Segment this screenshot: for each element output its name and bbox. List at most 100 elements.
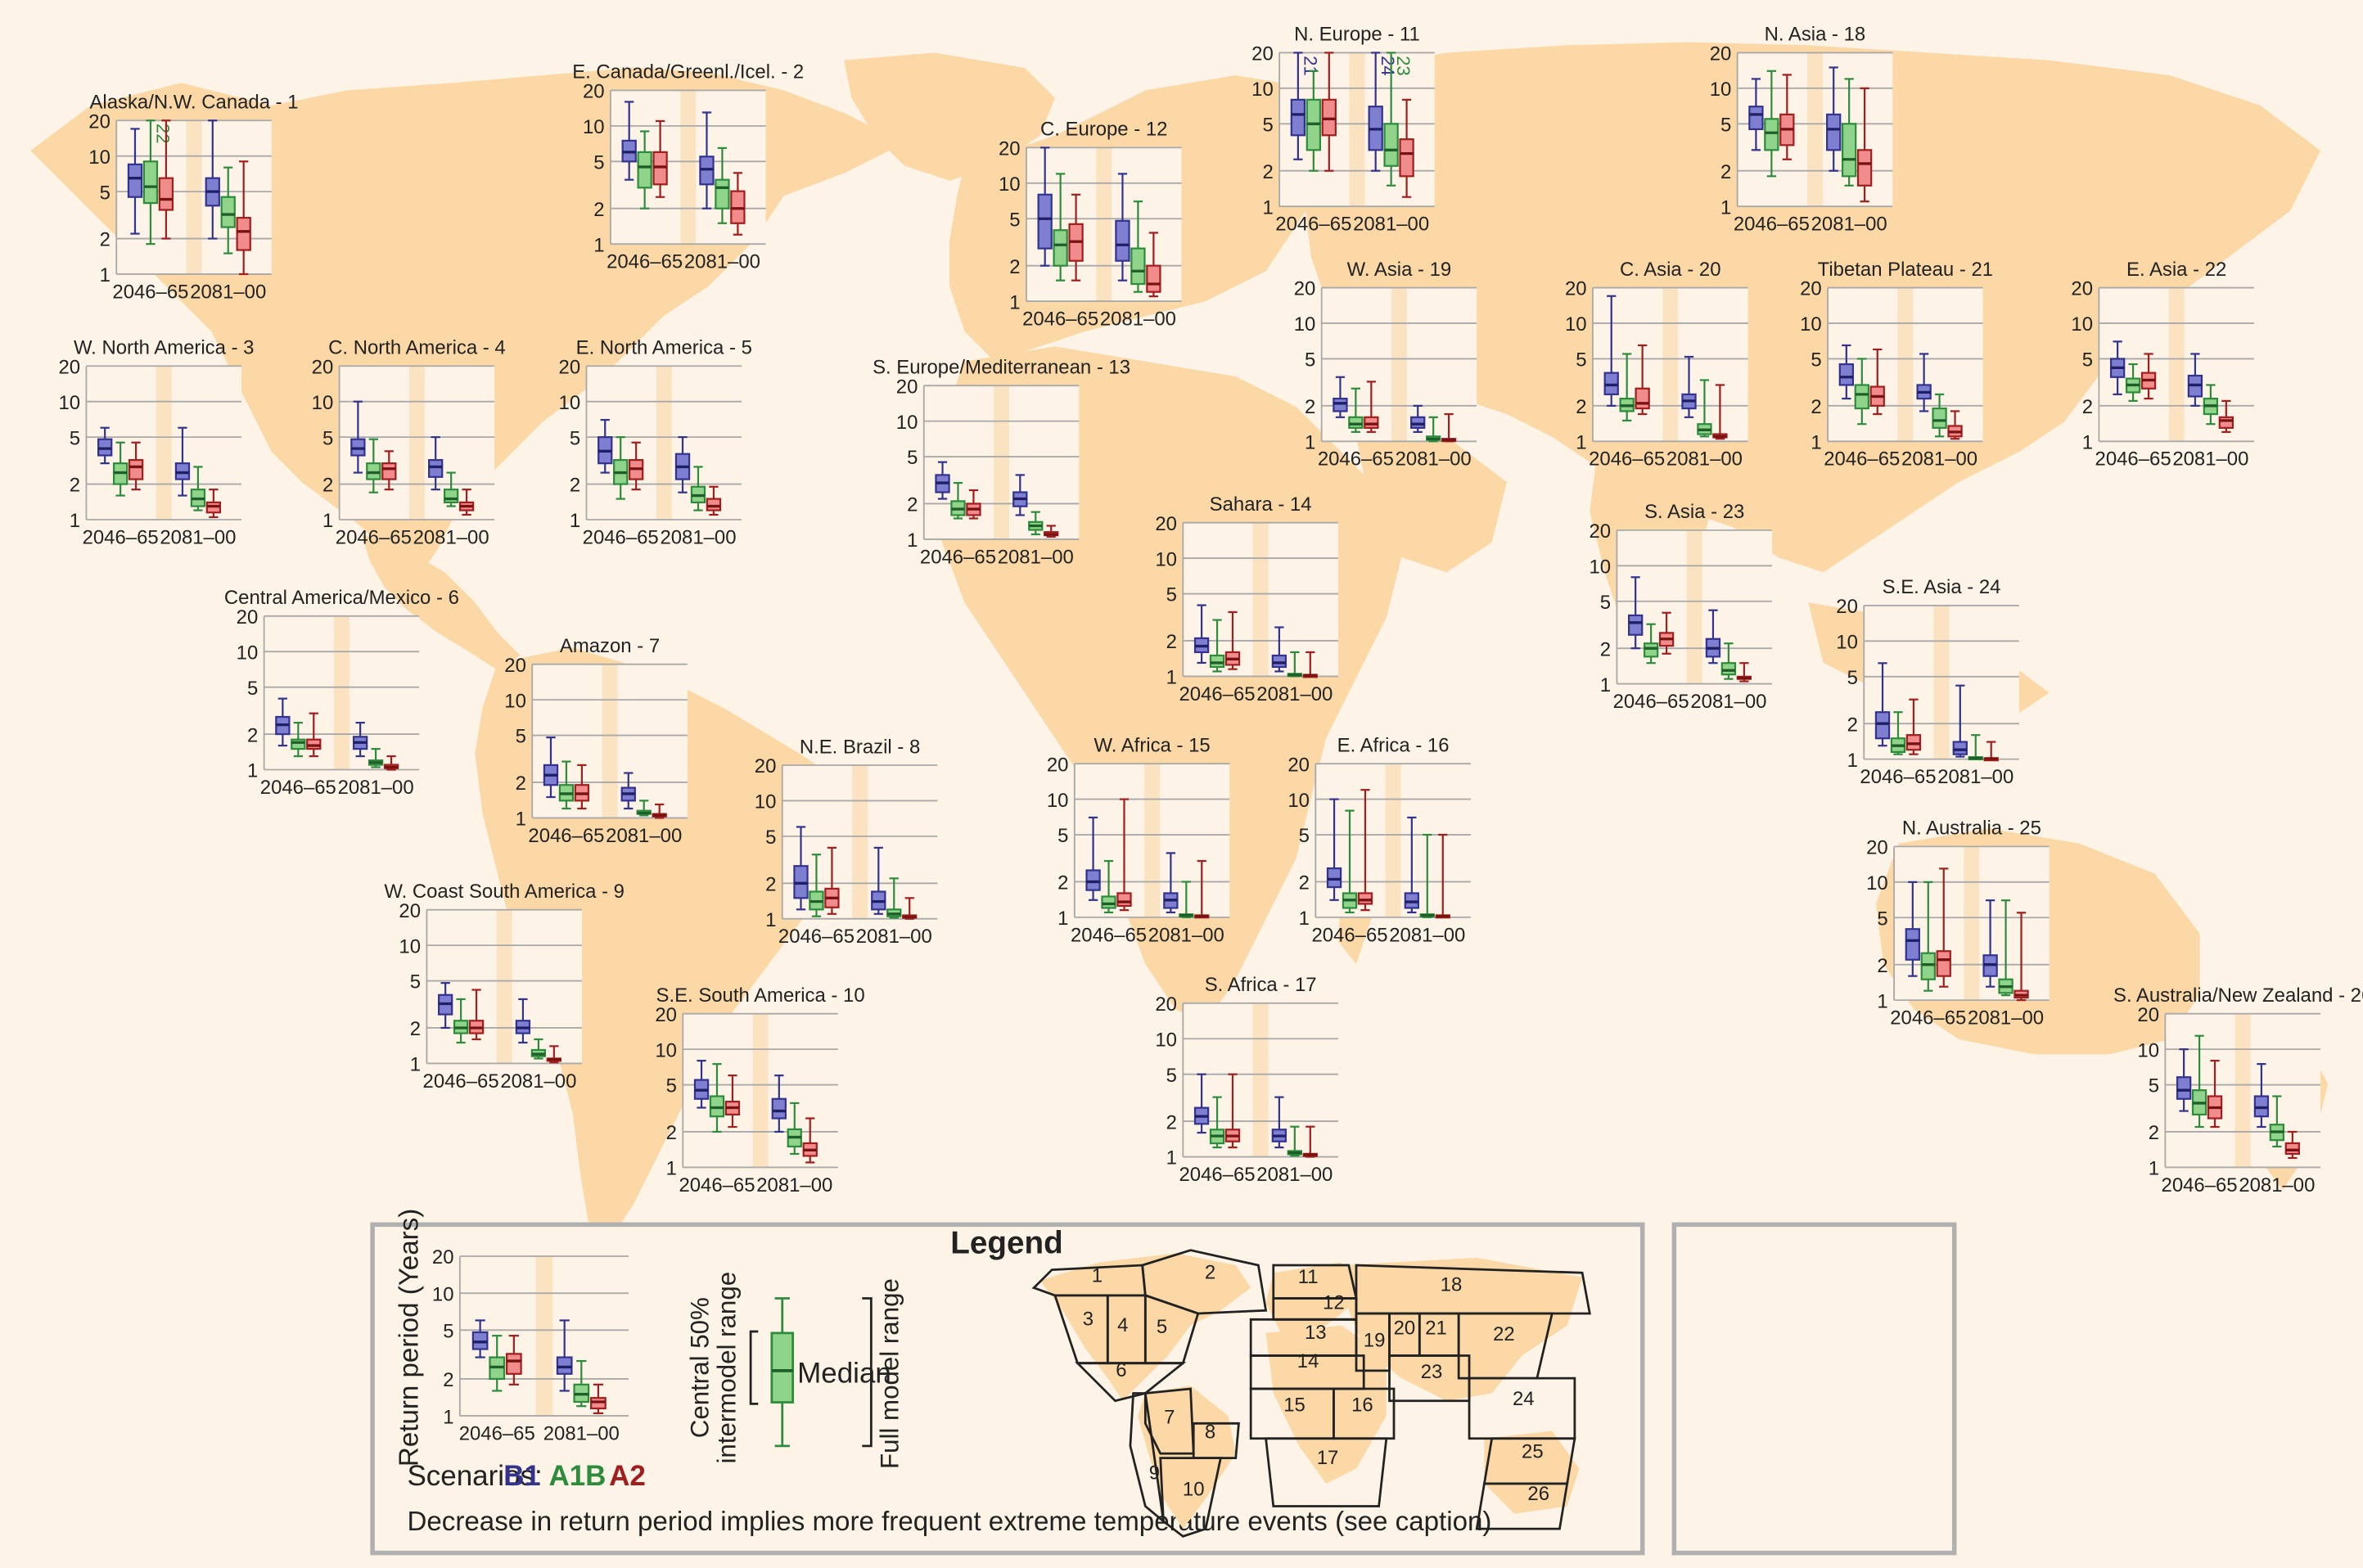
iqr-box <box>428 458 444 478</box>
y-tick-label: 10 <box>1287 790 1310 812</box>
region-number-12: 12 <box>1323 1291 1345 1313</box>
x-period-label: 2081–00 <box>1256 683 1333 705</box>
chart-title: C. Asia - 20 <box>1620 259 1721 281</box>
box-204665-b1 <box>97 426 113 465</box>
iqr-box <box>1854 384 1869 410</box>
legend-scenario-a1b: A1B <box>548 1460 606 1492</box>
period-separator-band <box>1252 522 1269 677</box>
box-208100-a2 <box>730 172 746 236</box>
box-204665-a1b <box>2191 1034 2207 1129</box>
box-208100-a1b <box>690 466 706 511</box>
box-208100-a2 <box>1736 662 1752 683</box>
box-204665-a2 <box>966 489 981 520</box>
y-tick-label: 20 <box>399 900 421 922</box>
legend-sample-chart: 1 2 5 10 20 2046–65 2081–00 <box>432 1246 629 1445</box>
y-tick-label: 10 <box>312 392 334 414</box>
box-208100-b1 <box>620 772 636 810</box>
iqr-box <box>1856 149 1873 187</box>
box-208100-b1 <box>1404 816 1420 914</box>
box-208100-a1b <box>1998 899 2014 997</box>
x-period-label: 2046–65 <box>607 251 683 273</box>
box-208100-b1 <box>1163 852 1179 914</box>
iqr-box <box>174 462 191 480</box>
box-204665-a2 <box>1357 789 1373 912</box>
y-tick-label: 2 <box>410 1018 421 1040</box>
box-204665-a1b <box>1764 70 1779 178</box>
box-204665-b1 <box>2109 340 2126 395</box>
y-tick-label: 20 <box>1294 278 1316 300</box>
box-208100-b1 <box>428 436 444 491</box>
iqr-box <box>220 196 236 228</box>
y-tick-label: 10 <box>1294 313 1316 336</box>
chart-region-14: 1 2 5 10 20 2046–65 2081–00 Sahara - 14 <box>1155 493 1338 705</box>
box-204665-a1b <box>2125 363 2141 402</box>
period-separator-band <box>535 1256 553 1417</box>
box-204665-a1b <box>1854 358 1869 426</box>
y-tick-label: 10 <box>1836 632 1858 654</box>
chart-region-23: 1 2 5 10 20 2046–65 2081–00 S. Asia - 23 <box>1589 501 1772 713</box>
iqr-box <box>291 738 306 750</box>
period-separator-band <box>1964 846 1980 1001</box>
legend-central-label-2: intermodel range <box>713 1272 742 1464</box>
chart-title: W. North America - 3 <box>74 337 255 359</box>
iqr-box <box>1399 138 1414 178</box>
y-tick-label: 1 <box>70 510 80 532</box>
chart-region-4: 1 2 5 10 20 2046–65 2081–00 C. North America - … <box>312 337 506 549</box>
y-tick-label: 1 <box>1166 667 1177 689</box>
y-tick-label: 1 <box>410 1054 421 1076</box>
box-208100-a1b <box>573 1359 590 1408</box>
region-map-asia <box>1341 1257 1583 1401</box>
y-tick-label: 2 <box>1847 714 1858 736</box>
y-tick-label: 2 <box>570 475 580 497</box>
box-204665-b1 <box>1874 662 1891 747</box>
box-208100-a2 <box>1983 741 1999 762</box>
chart-region-8: 1 2 5 10 20 2046–65 2081–00 N.E. Brazil - 8 <box>755 736 938 948</box>
x-period-label: 2081–00 <box>998 546 1074 568</box>
box-208100-a2 <box>205 489 222 519</box>
x-period-label: 2081–00 <box>160 526 236 548</box>
chart-title: E. Asia - 22 <box>2126 259 2226 281</box>
y-tick-label: 2 <box>1877 955 1887 977</box>
y-tick-label: 20 <box>1565 278 1587 300</box>
y-tick-label: 5 <box>2082 349 2093 372</box>
chart-title: N. Australia - 25 <box>1902 818 2041 840</box>
region-number-25: 25 <box>1522 1441 1544 1463</box>
chart-title: Amazon - 7 <box>560 635 660 657</box>
region-outline-9 <box>1129 1392 1166 1525</box>
y-tick-label: 2 <box>1305 396 1315 418</box>
box-204665-a2 <box>505 1335 522 1386</box>
chart-title: W. Asia - 19 <box>1347 259 1452 281</box>
box-204665-b1 <box>471 1319 489 1358</box>
legend-title: Legend <box>950 1225 1062 1260</box>
x-period-label: 2046–65 <box>679 1174 755 1196</box>
y-tick-label: 2 <box>2149 1122 2159 1144</box>
period-separator-band <box>994 385 1010 539</box>
iqr-box <box>652 151 668 186</box>
box-208100-b1 <box>205 119 220 240</box>
x-period-label: 2081–00 <box>1666 448 1743 471</box>
y-tick-label: 10 <box>896 412 918 434</box>
y-tick-label: 5 <box>100 182 110 204</box>
y-tick-label: 10 <box>1047 790 1069 812</box>
box-208100-a2 <box>1435 833 1450 919</box>
box-204665-b1 <box>350 400 366 474</box>
period-separator-band <box>496 909 512 1064</box>
region-number-14: 14 <box>1297 1350 1319 1372</box>
x-period-label: 2046–65 <box>1311 924 1387 946</box>
period-separator-band <box>1391 287 1407 442</box>
region-number-21: 21 <box>1425 1318 1447 1340</box>
iqr-box <box>1383 123 1399 167</box>
box-208100-a1b <box>1697 379 1712 438</box>
box-204665-a1b <box>709 1063 725 1133</box>
period-separator-band <box>1252 1003 1269 1157</box>
iqr-box <box>381 462 397 480</box>
y-tick-label: 5 <box>247 678 258 700</box>
y-tick-label: 5 <box>322 427 333 449</box>
box-204665-a1b <box>1890 711 1906 755</box>
box-208100-a2 <box>236 160 251 276</box>
x-period-label: 2081–00 <box>338 777 414 799</box>
legend-central-bracket <box>749 1330 759 1405</box>
box-204665-b1 <box>693 1059 710 1109</box>
region-number-15: 15 <box>1283 1395 1306 1417</box>
